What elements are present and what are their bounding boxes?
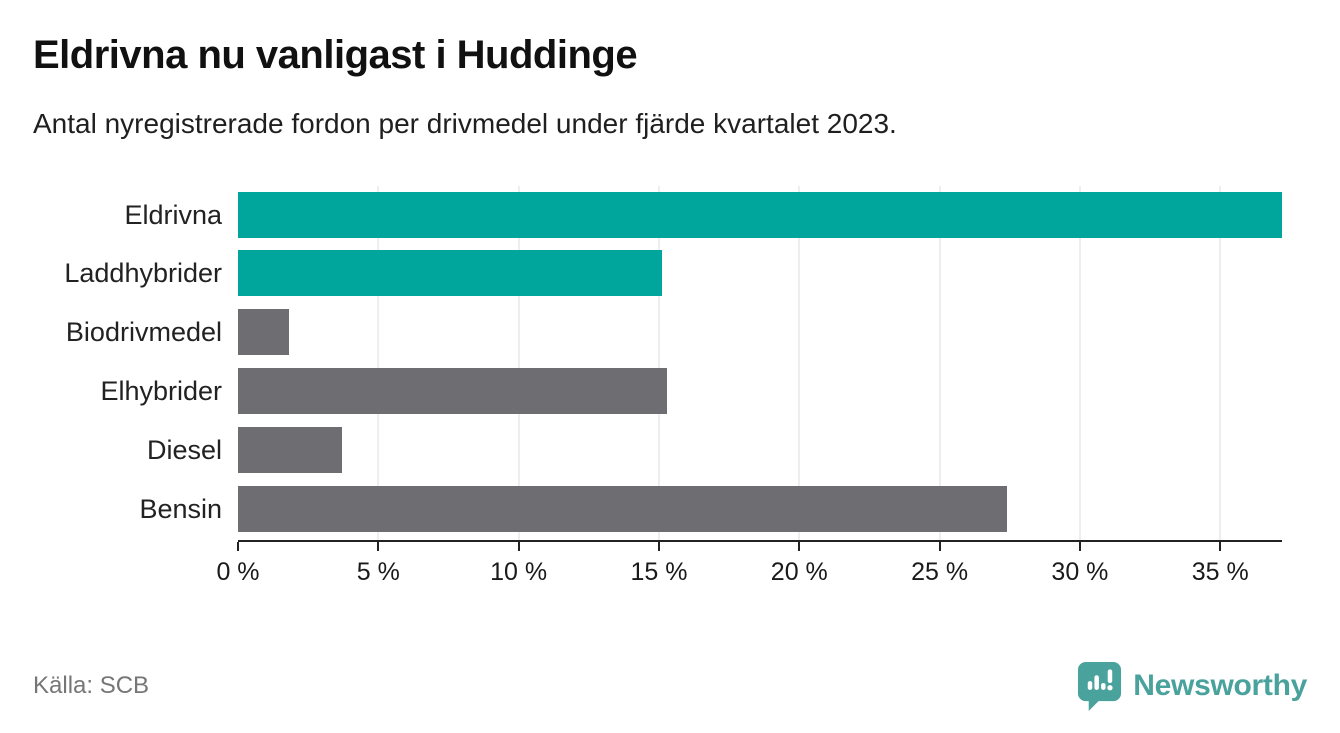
- tick-mark-0: [237, 541, 239, 551]
- source-label: Källa: SCB: [33, 671, 150, 699]
- bar-row-biodrivmedel: Biodrivmedel: [33, 309, 1282, 356]
- category-label-bensin: Bensin: [139, 493, 222, 524]
- category-label-diesel: Diesel: [146, 434, 222, 465]
- bar-biodrivmedel: [238, 309, 289, 356]
- bar-rows: Eldrivna Laddhybrider Biodrivmedel Elhybrid…: [33, 186, 1282, 540]
- tick-mark-15: [657, 541, 660, 551]
- tick-mark-20: [798, 541, 801, 551]
- bar-track: [238, 367, 1282, 414]
- bar-row-diesel: Diesel: [33, 426, 1282, 473]
- chart-title: Eldrivna nu vanligast i Huddinge: [33, 33, 638, 77]
- bar-row-bensin: Bensin: [33, 485, 1282, 532]
- tick-label-15: 15 %: [630, 557, 688, 586]
- bar-elhybrider: [238, 367, 668, 414]
- bar-track: [238, 485, 1282, 532]
- bar-track: [238, 250, 1282, 297]
- category-label-eldrivna: Eldrivna: [124, 199, 222, 230]
- tick-mark-30: [1078, 541, 1081, 551]
- tick-label-0: 0 %: [216, 557, 260, 586]
- tick-mark-10: [517, 541, 520, 551]
- bar-row-elhybrider: Elhybrider: [33, 367, 1282, 414]
- x-axis: 0 % 5 % 10 % 15 % 20 % 25 % 30 % 35 %: [216, 539, 1282, 602]
- chart-subtitle: Antal nyregistrerade fordon per drivmede…: [33, 108, 897, 139]
- category-label-laddhybrider: Laddhybrider: [64, 258, 222, 289]
- bar-laddhybrider: [238, 250, 662, 297]
- bar-track: [238, 426, 1282, 473]
- bar-eldrivna: [238, 191, 1282, 238]
- tick-mark-35: [1219, 541, 1222, 551]
- tick-label-25: 25 %: [911, 557, 969, 586]
- newsworthy-logo: Newsworthy: [1076, 660, 1307, 711]
- bar-track: [238, 191, 1282, 238]
- bar-chart: Eldrivna Laddhybrider Biodrivmedel Elhybrid…: [33, 185, 1282, 602]
- tick-label-10: 10 %: [490, 557, 548, 586]
- tick-mark-25: [938, 541, 941, 551]
- tick-label-20: 20 %: [770, 557, 828, 586]
- tick-mark-5: [377, 541, 380, 551]
- bar-row-eldrivna: Eldrivna: [33, 191, 1282, 238]
- newsworthy-wordmark: Newsworthy: [1133, 668, 1307, 702]
- chart-footer: Källa: SCB Newsworthy: [33, 660, 1307, 711]
- bar-track: [238, 309, 1282, 356]
- category-label-biodrivmedel: Biodrivmedel: [65, 317, 222, 348]
- tick-label-5: 5 %: [356, 557, 400, 586]
- newsworthy-bubble-chart-icon: [1078, 662, 1122, 711]
- bar-bensin: [238, 485, 1007, 532]
- category-label-elhybrider: Elhybrider: [100, 375, 222, 406]
- tick-label-35: 35 %: [1191, 557, 1249, 586]
- tick-label-30: 30 %: [1051, 557, 1109, 586]
- bar-row-laddhybrider: Laddhybrider: [33, 250, 1282, 297]
- bar-diesel: [238, 426, 342, 473]
